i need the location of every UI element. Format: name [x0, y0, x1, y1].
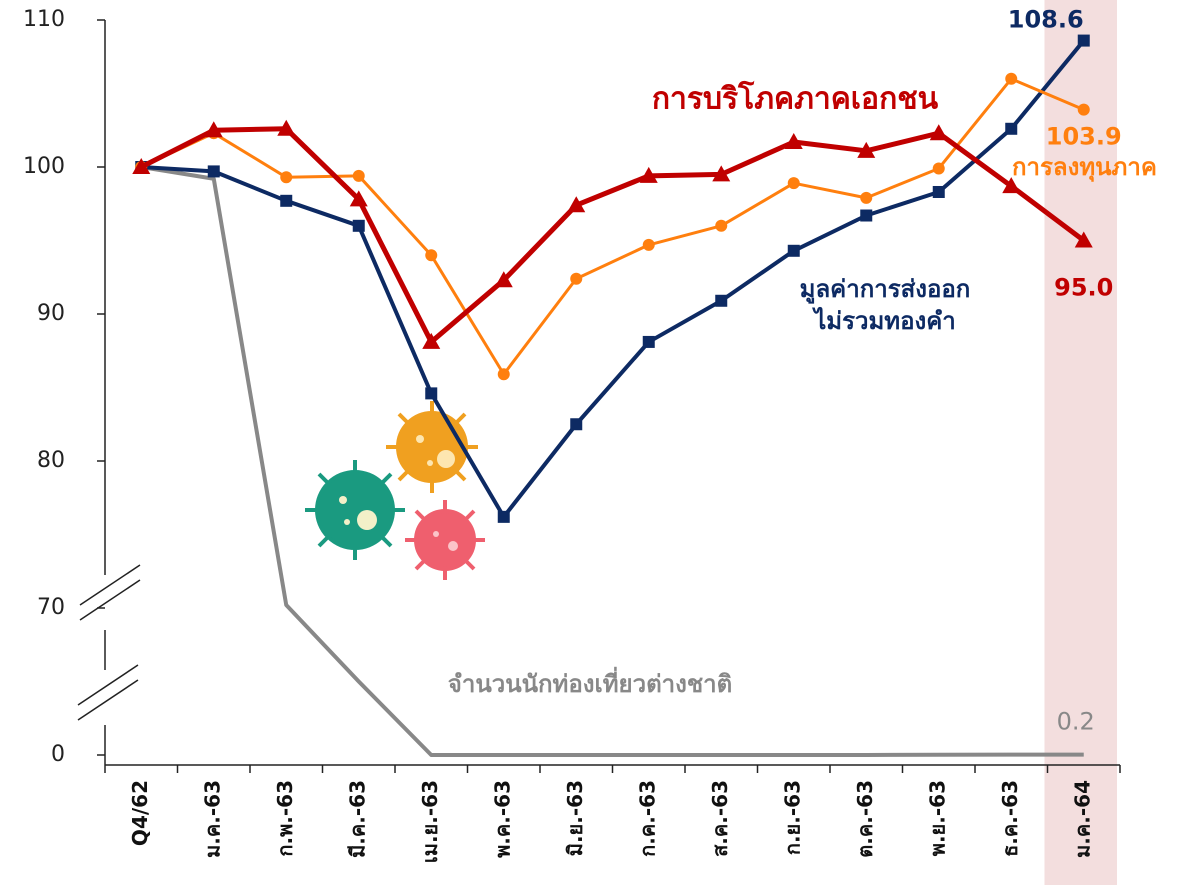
- marker: [787, 244, 800, 257]
- value-label: 108.6: [1008, 6, 1084, 34]
- marker: [132, 158, 151, 174]
- marker: [570, 418, 583, 431]
- x-tick-label: ส.ค.-63: [708, 780, 732, 857]
- marker: [204, 121, 223, 138]
- value-label: 95.0: [1054, 274, 1113, 302]
- marker: [1077, 103, 1090, 116]
- y-tick-label: 0: [51, 742, 65, 767]
- marker: [857, 141, 876, 158]
- marker: [784, 133, 803, 150]
- x-tick-label: Q4/62: [128, 780, 152, 846]
- marker: [352, 219, 365, 232]
- value-label: 103.9: [1046, 123, 1122, 151]
- x-tick-label: มี.ค.-63: [345, 780, 369, 858]
- marker: [860, 209, 873, 222]
- series-label: จำนวนนักท่องเที่ยวต่างชาติ: [448, 666, 732, 698]
- x-tick-label: เม.ย.-63: [418, 780, 442, 863]
- marker: [425, 249, 438, 262]
- highlight-band: [1044, 0, 1117, 885]
- marker: [570, 272, 583, 285]
- x-tick-label: มิ.ย.-63: [563, 780, 587, 856]
- x-tick-label: ธ.ค.-63: [998, 780, 1022, 857]
- marker: [207, 165, 220, 178]
- marker: [1077, 34, 1090, 47]
- series-line: [140, 165, 1084, 757]
- x-tick-label: ต.ค.-63: [853, 780, 877, 858]
- x-tick-label: พ.ย.-63: [925, 780, 949, 856]
- series-label: การบริโภคภาคเอกชน: [652, 80, 939, 117]
- marker: [642, 335, 655, 348]
- marker: [422, 332, 441, 349]
- value-label: 0.2: [1057, 708, 1095, 736]
- marker: [932, 162, 945, 175]
- y-tick-label: 110: [23, 7, 65, 32]
- x-tick-label: ก.พ.-63: [273, 780, 297, 857]
- series-label: การลงทุนภาค: [1012, 153, 1157, 183]
- x-tick-label: ก.ย.-63: [780, 780, 804, 855]
- series-label: มูลค่าการส่งออกไม่รวมทองคำ: [800, 275, 971, 335]
- marker: [277, 119, 296, 136]
- x-tick-label: ม.ค.-64: [1070, 780, 1094, 858]
- series-line: [140, 77, 1085, 376]
- marker: [642, 238, 655, 251]
- marker: [352, 169, 365, 182]
- marker: [1005, 122, 1018, 135]
- marker: [860, 191, 873, 204]
- y-tick-label: 80: [37, 448, 65, 473]
- y-tick-label: 70: [37, 595, 65, 620]
- marker: [1002, 177, 1021, 194]
- marker: [787, 177, 800, 190]
- marker: [715, 294, 728, 307]
- marker: [280, 194, 293, 207]
- x-tick-label: พ.ค.-63: [490, 780, 514, 858]
- marker: [497, 510, 510, 523]
- x-tick-label: ก.ค.-63: [635, 780, 659, 857]
- series-line: [141, 39, 1086, 519]
- marker: [712, 165, 731, 182]
- marker: [497, 368, 510, 381]
- marker: [1005, 72, 1018, 85]
- marker: [425, 387, 438, 400]
- y-tick-label: 100: [23, 154, 65, 179]
- marker: [929, 124, 948, 141]
- x-tick-label: ม.ค.-63: [200, 780, 224, 858]
- marker: [567, 196, 586, 213]
- marker: [494, 271, 513, 288]
- axis-break: [77, 564, 141, 721]
- marker: [280, 171, 293, 184]
- marker: [639, 166, 658, 183]
- marker: [349, 190, 368, 207]
- marker: [715, 219, 728, 232]
- series-line: [140, 126, 1086, 345]
- virus-icons: [305, 401, 485, 580]
- marker: [1074, 231, 1093, 248]
- y-tick-label: 90: [37, 301, 65, 326]
- marker: [932, 185, 945, 198]
